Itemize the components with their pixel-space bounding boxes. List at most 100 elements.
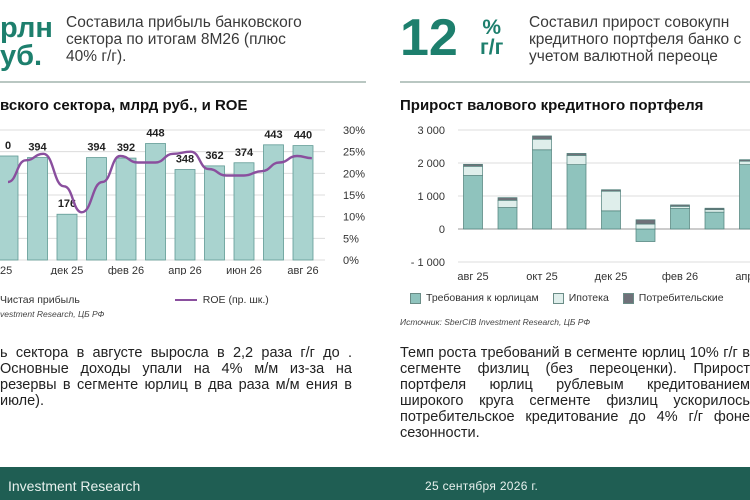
y-tick-label: 0 (439, 224, 445, 236)
bar (86, 157, 107, 261)
bar-mortgage (497, 199, 518, 208)
roe-line (7, 150, 312, 214)
y2-tick-label: 30% (343, 125, 365, 137)
bar-consumer (739, 159, 750, 162)
bar-corp (497, 207, 518, 230)
bar-consumer (635, 219, 656, 225)
bar-corp (463, 175, 483, 230)
bar-corp (739, 164, 750, 230)
legend-mortgage-label: Ипотека (568, 292, 609, 304)
x-tick-label: дек 25 (595, 271, 628, 283)
kpi-left-value: рлн уб. (0, 12, 53, 72)
bar (204, 165, 225, 261)
kpi-left-description: Составила прибыль банковского сектора по… (66, 14, 302, 65)
bar-consumer (704, 207, 725, 211)
bar-data-label: 176 (58, 198, 76, 210)
bar-consumer (463, 163, 483, 167)
x-tick-label: апр 26 (168, 265, 201, 275)
y-tick-label: 2 000 (417, 158, 445, 170)
divider-right (400, 81, 750, 83)
bar (56, 213, 78, 261)
bar (292, 145, 314, 261)
y-tick-label: 3 000 (417, 125, 445, 137)
bar-corp (566, 164, 587, 230)
bar (263, 144, 284, 261)
x-tick-label: авг 25 (457, 271, 488, 283)
chart-right-title: Прирост валового кредитного портфеля (400, 97, 704, 114)
legend-line-swatch (174, 299, 197, 301)
chart-left-source: vestment Research, ЦБ РФ (0, 309, 105, 319)
x-tick-label: апр 2 (735, 271, 750, 283)
legend-consumer-label: Потребительские (638, 292, 724, 304)
bar-data-label: 392 (117, 142, 135, 154)
legend-corp-label: Требования к юрлицам (426, 292, 539, 304)
chart-right-legend: Требования к юрлицам Ипотека Потребитель… (410, 292, 724, 304)
paragraph-right: Темп роста требований в сегменте юрлиц 1… (400, 345, 750, 441)
y2-tick-label: 20% (343, 168, 365, 180)
bar-data-label: 394 (87, 142, 106, 154)
chart-left-svg: 0% 5% 10% 15% 20% 25% 30% 0 394 176 394 392 448 348 36… (0, 125, 365, 275)
y-tick-label: 1 000 (417, 191, 445, 203)
bar (0, 155, 19, 261)
x-tick-label: фев 26 (108, 265, 144, 275)
kpi-right-description: Составил прирост совокупн кредитного пор… (529, 14, 742, 65)
bar-mortgage (463, 165, 483, 176)
bar-mortgage (601, 190, 621, 212)
bar (233, 162, 255, 261)
bar-data-label: 440 (294, 130, 312, 142)
chart-right-source: Источник: SberCIB Investment Research, Ц… (400, 317, 591, 327)
bar (27, 157, 48, 261)
footer-date: 25 сентября 2026 г. (425, 479, 539, 493)
x-tick-label: дек 25 (51, 265, 84, 275)
legend-corp-swatch (410, 292, 421, 304)
bar-consumer (601, 189, 621, 192)
legend-bar-label: Чистая прибыль (0, 294, 80, 306)
y2-tick-label: 5% (343, 233, 359, 245)
x-tick-label: июн 26 (226, 265, 262, 275)
x-tick-label: 25 (0, 265, 12, 275)
kpi-right-unit: % г/г (480, 16, 504, 59)
footer-bar: Investment Research 25 сентября 2026 г. (0, 467, 750, 500)
bar-corp (635, 228, 656, 242)
y-tick-label: - 1 000 (411, 257, 445, 269)
divider-left (0, 81, 366, 83)
kpi-right-unit-bottom: г/г (480, 36, 504, 59)
bar-data-label: 362 (205, 150, 223, 162)
chart-right-svg: 3 000 2 000 1 000 0 - 1 000 авг 25 окт 25 дек 2… (411, 125, 750, 283)
bar (115, 157, 137, 261)
bar-consumer (532, 135, 552, 140)
kpi-right-value: 12 (400, 9, 458, 67)
bar-consumer (566, 153, 587, 156)
bar-mortgage (635, 223, 656, 230)
bar-mortgage (532, 138, 552, 151)
x-tick-label: окт 25 (526, 271, 557, 283)
legend-consumer-swatch (622, 292, 634, 304)
footer-brand: Investment Research (8, 478, 141, 494)
bar-corp (601, 210, 621, 230)
kpi-right-unit-top: % (482, 16, 501, 39)
bar-corp (532, 149, 552, 230)
bar-data-label: 443 (264, 129, 282, 141)
kpi-left-line2: уб. (0, 40, 43, 72)
bar-data-label: 374 (235, 147, 254, 159)
bar-data-label: 348 (176, 154, 194, 166)
legend-line-label: ROE (пр. шк.) (202, 294, 269, 306)
x-tick-label: авг 26 (287, 265, 318, 275)
bar (174, 169, 196, 261)
y2-tick-label: 25% (343, 147, 365, 159)
bar-data-label: 448 (146, 128, 164, 140)
kpi-left-line1: рлн (0, 12, 53, 44)
x-tick-label: фев 26 (662, 271, 698, 283)
bar-corp (670, 208, 690, 230)
y2-tick-label: 0% (343, 255, 359, 267)
bar-consumer (497, 197, 518, 201)
bar-corp (704, 211, 725, 230)
bar-consumer (670, 204, 690, 207)
paragraph-left: ь сектора в августе выросла в 2,2 раза г… (0, 345, 352, 409)
y2-tick-label: 10% (343, 212, 365, 224)
chart-left-title: вского сектора, млрд руб., и ROE (0, 97, 248, 114)
legend-mortgage-swatch (552, 292, 564, 304)
bar-data-label: 394 (28, 142, 47, 154)
bar (145, 143, 166, 261)
chart-left-legend: Чистая прибыль ROE (пр. шк.) (0, 294, 269, 306)
